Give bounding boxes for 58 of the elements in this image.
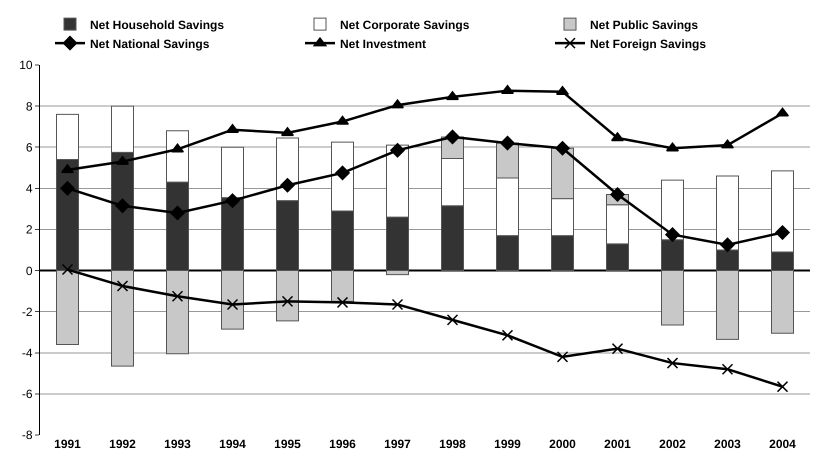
x-tick-label: 1993 (164, 437, 192, 451)
point (62, 264, 74, 276)
x-tick-label: 1992 (109, 437, 136, 451)
y-tick-label: 2 (26, 222, 33, 237)
x-tick-label: 1996 (329, 437, 356, 451)
point (280, 178, 295, 192)
x-tick-label: 1991 (54, 437, 82, 451)
point (776, 380, 788, 392)
x-tick-label: 1999 (494, 437, 522, 451)
point (500, 136, 515, 150)
legend-label: Net Investment (340, 36, 426, 51)
x-tick-label: 2000 (549, 437, 576, 451)
x-tick-label: 2002 (659, 437, 686, 451)
y-tick-label: 6 (26, 140, 33, 154)
y-tick-label: 8 (26, 99, 33, 114)
legend-label: Net Household Savings (90, 18, 224, 32)
x-tick-label: 1998 (439, 437, 466, 451)
point (445, 130, 460, 144)
point (446, 314, 458, 326)
y-tick-label: -4 (22, 346, 33, 360)
x-tick-label: 2004 (769, 437, 796, 451)
point (115, 198, 130, 214)
point (720, 238, 735, 252)
point (172, 290, 184, 302)
point (226, 298, 238, 310)
point (610, 187, 625, 202)
x-tick-label: 2001 (604, 437, 632, 451)
point (336, 296, 348, 308)
legend-label: Net National Savings (90, 36, 210, 51)
y-tick-label: -2 (22, 304, 33, 319)
x-tick-label: 1997 (384, 437, 412, 451)
y-tick-label: 4 (26, 182, 33, 196)
point (555, 141, 570, 156)
point (775, 225, 790, 240)
point (282, 296, 294, 308)
point (390, 143, 405, 158)
legend-label: Net Corporate Savings (340, 18, 470, 32)
legend-label: Net Public Savings (590, 18, 698, 32)
point (60, 181, 75, 196)
point (335, 166, 350, 180)
point (666, 357, 678, 369)
x-tick-label: 1995 (274, 437, 302, 451)
point (556, 351, 568, 363)
point (170, 206, 185, 220)
point (722, 363, 734, 375)
y-tick-label: -8 (22, 428, 33, 442)
point (225, 193, 240, 208)
y-tick-label: 10 (19, 58, 33, 72)
point (665, 227, 680, 242)
point (392, 298, 404, 310)
x-tick-label: 1994 (219, 437, 246, 451)
point (502, 330, 514, 342)
x-tick-label: 2003 (714, 437, 742, 451)
y-tick-label: -6 (22, 387, 33, 402)
legend-label: Net Foreign Savings (590, 36, 706, 51)
y-tick-label: 0 (26, 264, 33, 278)
point (116, 280, 128, 292)
point (612, 342, 624, 354)
